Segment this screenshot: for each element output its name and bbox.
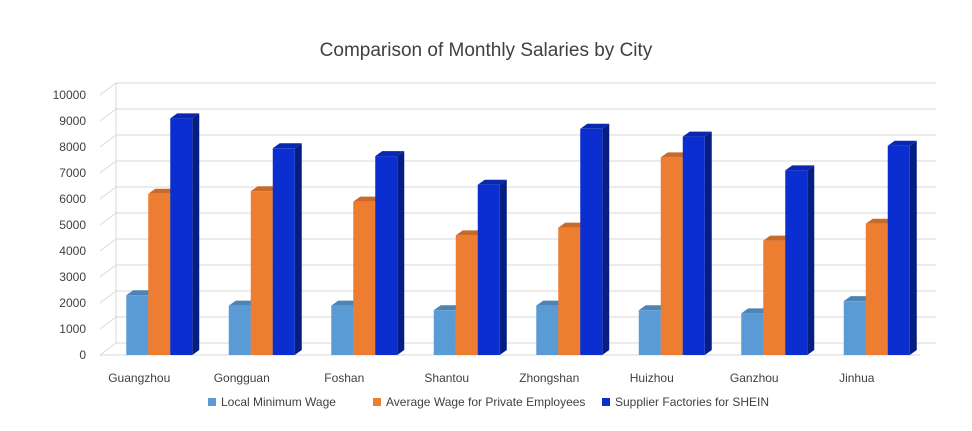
bar-top	[228, 300, 258, 306]
bar-top	[375, 151, 405, 157]
bar	[785, 170, 808, 355]
bar-top	[638, 305, 668, 311]
bar-side	[294, 143, 302, 355]
bar-top	[887, 140, 917, 146]
bar	[375, 156, 398, 355]
bar	[660, 157, 683, 355]
y-tick-label: 8000	[59, 140, 86, 154]
bar-side	[909, 140, 917, 355]
bar	[148, 193, 171, 355]
x-tick-label: Foshan	[324, 371, 364, 385]
x-tick-label: Huizhou	[630, 371, 674, 385]
x-tick-label: Jinhua	[839, 371, 875, 385]
bar	[843, 301, 866, 355]
gridline-diagonal	[99, 342, 117, 356]
chart-title: Comparison of Monthly Salaries by City	[319, 40, 653, 61]
bar-top	[170, 113, 200, 119]
bar-top	[558, 222, 588, 228]
y-tick-label: 5000	[59, 218, 86, 232]
gridline-diagonal	[99, 108, 117, 122]
bar	[558, 227, 581, 355]
y-tick-label: 2000	[59, 296, 86, 310]
bar-top	[455, 230, 485, 236]
bar-side	[807, 165, 815, 355]
bar	[477, 184, 500, 355]
bar-top	[785, 165, 815, 171]
bar	[126, 295, 149, 355]
bar	[638, 310, 661, 355]
bar	[682, 136, 705, 355]
bar	[580, 128, 603, 355]
bar-top	[741, 308, 771, 314]
bar-top	[536, 300, 566, 306]
bar-top	[477, 179, 507, 185]
bar	[536, 305, 559, 355]
bar-top	[763, 235, 793, 241]
legend-swatch	[373, 398, 381, 406]
x-tick-label: Ganzhou	[730, 371, 779, 385]
legend-label: Local Minimum Wage	[221, 395, 336, 409]
bar-top	[865, 218, 895, 224]
gridline-diagonal	[99, 290, 117, 304]
y-tick-label: 1000	[59, 322, 86, 336]
bar	[353, 201, 376, 355]
bar-side	[704, 131, 712, 355]
bar-top	[682, 131, 712, 137]
y-tick-label: 7000	[59, 166, 86, 180]
y-tick-label: 9000	[59, 114, 86, 128]
gridline-diagonal	[99, 134, 117, 148]
bar-top	[250, 186, 280, 192]
bar-top	[272, 143, 302, 149]
legend-swatch	[208, 398, 216, 406]
bar-top	[580, 123, 610, 129]
gridline-diagonal	[99, 82, 117, 96]
bar	[887, 145, 910, 355]
x-tick-label: Guangzhou	[108, 371, 170, 385]
gridline-diagonal	[99, 264, 117, 278]
y-tick-label: 10000	[53, 88, 87, 102]
bar-side	[397, 151, 405, 355]
gridline-diagonal	[99, 316, 117, 330]
legend-label: Supplier Factories for SHEIN	[615, 395, 769, 409]
bar-top	[126, 290, 156, 296]
x-tick-label: Gongguan	[214, 371, 270, 385]
bar-top	[331, 300, 361, 306]
legend-swatch	[602, 398, 610, 406]
bar-top	[660, 152, 690, 158]
y-tick-label: 4000	[59, 244, 86, 258]
y-tick-label: 3000	[59, 270, 86, 284]
bar	[433, 310, 456, 355]
bar-top	[148, 188, 178, 194]
x-tick-label: Zhongshan	[519, 371, 579, 385]
bar	[741, 313, 764, 355]
bar-top	[433, 305, 463, 311]
bar-side	[499, 179, 507, 355]
gridline-diagonal	[99, 186, 117, 200]
bar-side	[192, 113, 200, 356]
y-tick-label: 0	[79, 348, 86, 362]
bar	[170, 118, 193, 356]
bar	[272, 148, 295, 355]
legend-label: Average Wage for Private Employees	[386, 395, 585, 409]
bar	[331, 305, 354, 355]
x-tick-label: Shantou	[424, 371, 469, 385]
bar	[250, 191, 273, 355]
bar-top	[843, 296, 873, 302]
bar	[865, 223, 888, 355]
bar	[228, 305, 251, 355]
bar-side	[602, 123, 610, 355]
gridline-diagonal	[99, 160, 117, 174]
y-tick-label: 6000	[59, 192, 86, 206]
bar-top	[353, 196, 383, 202]
gridline-diagonal	[99, 238, 117, 252]
gridline-diagonal	[99, 212, 117, 226]
bar	[455, 235, 478, 355]
bar	[763, 240, 786, 355]
